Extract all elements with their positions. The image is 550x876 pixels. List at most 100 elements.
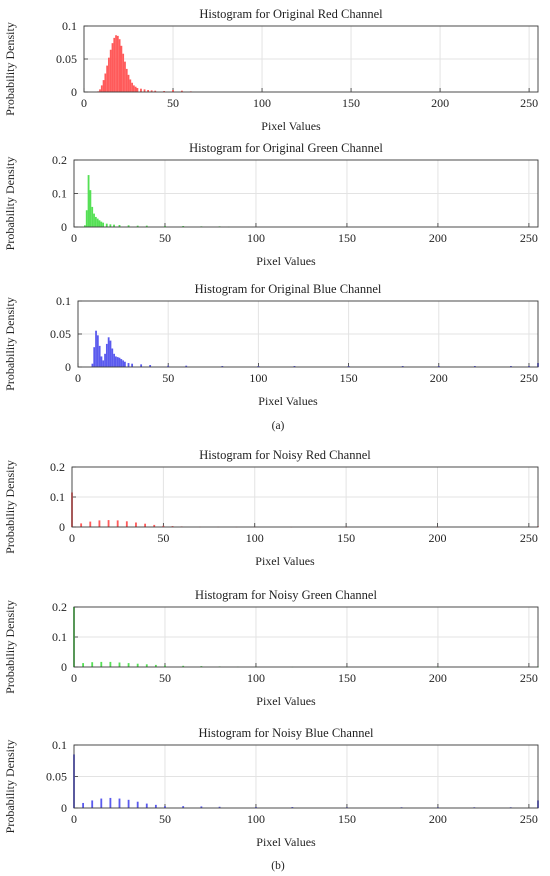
axes-frame bbox=[73, 744, 539, 809]
y-tick-label: 0 bbox=[61, 660, 67, 674]
histogram-bar bbox=[94, 216, 97, 227]
y-tick-label: 0 bbox=[61, 220, 67, 234]
histogram-bar bbox=[153, 524, 156, 527]
histogram-bar bbox=[113, 353, 115, 367]
histogram-bar bbox=[120, 45, 123, 92]
histogram-bar bbox=[182, 806, 185, 808]
x-tick-label: 100 bbox=[253, 96, 271, 110]
histogram-bar bbox=[150, 90, 153, 92]
histogram-bar bbox=[129, 79, 132, 92]
histogram-bar bbox=[93, 213, 95, 227]
x-tick-label: 0 bbox=[71, 812, 77, 826]
histogram-bar bbox=[200, 806, 203, 808]
histogram-bar bbox=[154, 804, 157, 808]
y-tick-label: 0.1 bbox=[52, 187, 67, 201]
histogram-bar bbox=[136, 663, 139, 667]
histogram-bar bbox=[91, 800, 94, 808]
histogram-bar bbox=[109, 797, 112, 808]
histogram-bar bbox=[510, 366, 512, 367]
histogram-bar bbox=[167, 365, 170, 367]
histogram-bar bbox=[401, 366, 404, 367]
x-tick-label: 150 bbox=[342, 96, 360, 110]
histogram-bar bbox=[91, 206, 94, 227]
histogram-bar bbox=[124, 61, 126, 92]
histogram-bar bbox=[100, 85, 103, 92]
histogram-bar bbox=[84, 225, 86, 227]
histogram-bar bbox=[95, 330, 97, 367]
histogram-bar bbox=[200, 666, 203, 667]
histogram-bar bbox=[105, 223, 108, 227]
y-tick-label: 0.1 bbox=[52, 630, 67, 644]
histogram-bar bbox=[145, 664, 148, 667]
chart-title: Histogram for Noisy Blue Channel bbox=[199, 726, 375, 740]
histogram-bar bbox=[116, 357, 119, 367]
histogram-bar bbox=[127, 799, 130, 808]
histogram-bar bbox=[105, 343, 108, 367]
x-tick-label: 100 bbox=[247, 231, 265, 245]
histogram-bar bbox=[163, 91, 166, 92]
x-tick-label: 0 bbox=[71, 231, 77, 245]
axes-frame bbox=[77, 300, 539, 368]
histogram-bar bbox=[106, 65, 109, 92]
x-tick-label: 250 bbox=[520, 96, 538, 110]
y-axis-label: Probability Density bbox=[3, 600, 17, 694]
y-tick-label: 0 bbox=[59, 520, 65, 534]
histogram-bar bbox=[134, 86, 137, 92]
y-axis-label: Probability Density bbox=[3, 22, 17, 116]
x-tick-label: 50 bbox=[159, 671, 171, 685]
x-tick-label: 100 bbox=[249, 371, 267, 385]
x-tick-label: 200 bbox=[429, 671, 447, 685]
axes-frame bbox=[83, 25, 539, 93]
x-tick-label: 250 bbox=[520, 231, 538, 245]
x-axis-label: Pixel Values bbox=[256, 835, 316, 849]
x-axis-label: Pixel Values bbox=[258, 394, 318, 408]
y-tick-label: 0.05 bbox=[50, 327, 71, 341]
histogram-bar bbox=[102, 80, 105, 92]
histogram-bar bbox=[107, 337, 110, 367]
y-axis-label: Probability Density bbox=[3, 297, 17, 391]
histogram-bar bbox=[140, 88, 142, 92]
y-tick-label: 0.1 bbox=[52, 738, 67, 752]
x-tick-label: 150 bbox=[338, 231, 356, 245]
y-tick-label: 0 bbox=[61, 801, 67, 815]
histogram-bar bbox=[136, 801, 139, 808]
histogram-bar bbox=[125, 521, 128, 527]
histogram-bar bbox=[140, 364, 143, 367]
histogram-bar bbox=[154, 90, 157, 92]
histogram-bar bbox=[104, 353, 106, 367]
histogram-bar bbox=[291, 807, 294, 808]
histogram-bar bbox=[255, 807, 257, 808]
histogram-bar bbox=[100, 661, 103, 667]
histogram-bar bbox=[135, 522, 137, 527]
axes-frame bbox=[73, 606, 539, 668]
histogram-bar bbox=[127, 225, 130, 227]
histogram-bar bbox=[82, 663, 85, 667]
histogram-bar bbox=[131, 82, 133, 92]
histogram-bar bbox=[127, 663, 130, 667]
x-axis-label: Pixel Values bbox=[261, 119, 321, 133]
x-tick-label: 150 bbox=[337, 531, 355, 545]
chart-panel-1: 0 50 100 150 200 250 0 0.05 0.1 Histogram for Ori… bbox=[3, 7, 539, 133]
chart-title: Histogram for Noisy Red Channel bbox=[199, 448, 371, 462]
histogram-bar bbox=[91, 363, 94, 367]
x-tick-label: 100 bbox=[246, 531, 264, 545]
caption-a: (a) bbox=[272, 420, 285, 432]
x-tick-label: 200 bbox=[429, 231, 447, 245]
x-tick-label: 100 bbox=[247, 671, 265, 685]
chart-title: Histogram for Original Blue Channel bbox=[195, 282, 382, 296]
y-tick-label: 0.2 bbox=[52, 600, 67, 614]
histogram-bar bbox=[108, 57, 110, 92]
histogram-bar bbox=[98, 520, 101, 527]
y-axis-label: Probability Density bbox=[3, 740, 17, 834]
chart-panel-2: 0 50 100 150 200 250 0 0.1 0.2 Histogram for Orig… bbox=[3, 141, 539, 268]
histogram-bar bbox=[96, 218, 99, 228]
histogram-bar bbox=[181, 90, 183, 92]
histogram-bar bbox=[125, 68, 128, 92]
x-tick-label: 0 bbox=[81, 96, 87, 110]
x-tick-label: 250 bbox=[520, 812, 538, 826]
histogram-bar bbox=[100, 798, 103, 808]
x-tick-label: 150 bbox=[338, 671, 356, 685]
axes-frame bbox=[73, 159, 539, 228]
histogram-bar bbox=[102, 360, 105, 367]
histogram-bar bbox=[164, 806, 166, 808]
